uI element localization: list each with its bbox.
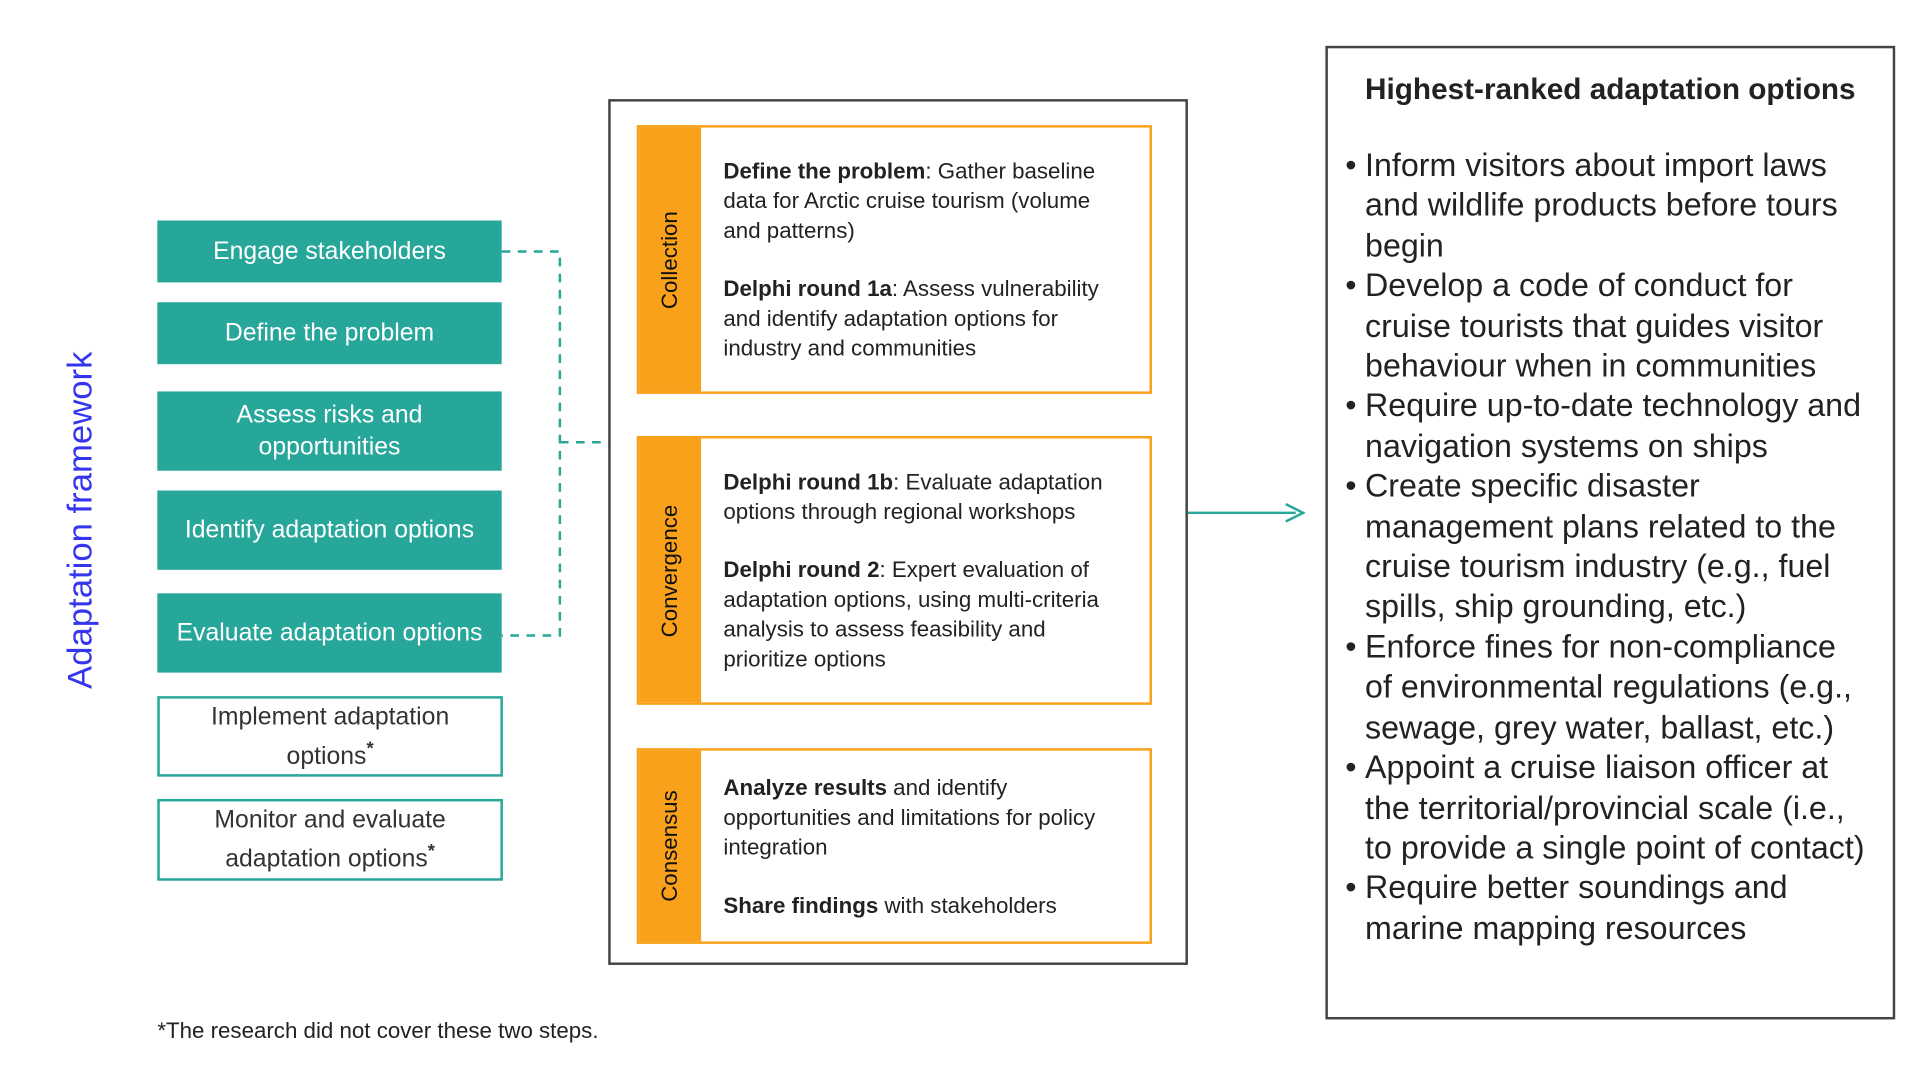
uncovered-step: Implement adaptation options* bbox=[157, 696, 503, 777]
phase-strip: Convergence bbox=[639, 438, 702, 703]
result-item: Develop a code of conduct for cruise tou… bbox=[1345, 265, 1870, 385]
step-label: Implement adaptation options* bbox=[210, 703, 450, 770]
phase-body: Define the problem: Gather baseline data… bbox=[723, 128, 1132, 392]
item-text: : Gather baseline data for Arctic cruise… bbox=[723, 158, 1096, 243]
results-title: Highest-ranked adaptation options bbox=[1365, 73, 1856, 107]
phase-strip: Consensus bbox=[639, 750, 702, 942]
uncovered-step: Monitor and evaluate adaptation options* bbox=[157, 798, 503, 881]
phase-strip: Collection bbox=[639, 127, 702, 392]
footnote-marker: * bbox=[366, 737, 374, 759]
step: Define the problem bbox=[157, 302, 502, 365]
result-item: Inform visitors about import laws and wi… bbox=[1345, 145, 1870, 265]
arrow-head bbox=[1285, 503, 1306, 523]
item-heading: Delphi round 1b bbox=[723, 469, 894, 495]
item-text: : Expert evaluation of adaptation option… bbox=[723, 557, 1099, 672]
item-heading: Delphi round 1a bbox=[723, 276, 892, 302]
phase-name: Consensus bbox=[657, 790, 682, 902]
step-label: Monitor and evaluate adaptation options* bbox=[214, 806, 446, 874]
item-text: : Evaluate adaptation options through re… bbox=[723, 469, 1103, 524]
phase-item: Define the problem: Gather baseline data… bbox=[723, 156, 1132, 245]
step: Identify adaptation options bbox=[157, 490, 502, 570]
result-item: Enforce fines for non-compliance of envi… bbox=[1345, 627, 1870, 747]
footnote: *The research did not cover these two st… bbox=[157, 1018, 599, 1043]
bracket bbox=[501, 250, 610, 637]
phase-name: Convergence bbox=[657, 504, 682, 637]
item-heading: Define the problem bbox=[723, 158, 926, 184]
item-text: : Assess vulnerability and identify adap… bbox=[723, 276, 1099, 361]
phase-item: Delphi round 2: Expert evaluation of ada… bbox=[723, 555, 1132, 674]
results-list: Inform visitors about import laws and wi… bbox=[1328, 145, 1893, 948]
result-item: Require up-to-date technology and naviga… bbox=[1345, 386, 1870, 466]
step: Engage stakeholders bbox=[157, 220, 502, 283]
step: Evaluate adaptation options bbox=[157, 593, 502, 673]
results-box: Highest-ranked adaptation options Inform… bbox=[1325, 45, 1896, 1020]
item-text: and identify opportunities and limitatio… bbox=[723, 774, 1096, 860]
step: Assess risks and opportunities bbox=[157, 391, 502, 471]
phase-item: Delphi round 1a: Assess vulnerability an… bbox=[723, 274, 1132, 363]
phase-name: Collection bbox=[657, 210, 682, 309]
result-item: Create specific disaster management plan… bbox=[1345, 466, 1870, 627]
result-item: Require better soundings and marine mapp… bbox=[1345, 867, 1870, 947]
phase-body: Analyze results and identify opportuniti… bbox=[723, 751, 1132, 942]
phase: Convergence Delphi round 1b: Evaluate ada… bbox=[636, 436, 1152, 705]
phase-item: Delphi round 1b: Evaluate adaptation opt… bbox=[723, 467, 1132, 526]
result-item: Appoint a cruise liaison officer at the … bbox=[1345, 747, 1870, 867]
phase: Collection Define the problem: Gather bas… bbox=[636, 125, 1152, 394]
framework-label: Adaptation framework bbox=[60, 351, 100, 689]
item-heading: Delphi round 2 bbox=[723, 557, 880, 583]
process-frame bbox=[608, 99, 1188, 965]
footnote-marker: * bbox=[427, 841, 435, 863]
item-text: with stakeholders bbox=[878, 892, 1057, 918]
phase: Consensus Analyze results and identify op… bbox=[636, 748, 1152, 944]
phase-item: Analyze results and identify opportuniti… bbox=[723, 772, 1132, 861]
phase-item: Share findings with stakeholders bbox=[723, 890, 1132, 920]
item-heading: Analyze results bbox=[723, 774, 887, 800]
item-heading: Share findings bbox=[723, 892, 879, 918]
phase-body: Delphi round 1b: Evaluate adaptation opt… bbox=[723, 438, 1132, 702]
